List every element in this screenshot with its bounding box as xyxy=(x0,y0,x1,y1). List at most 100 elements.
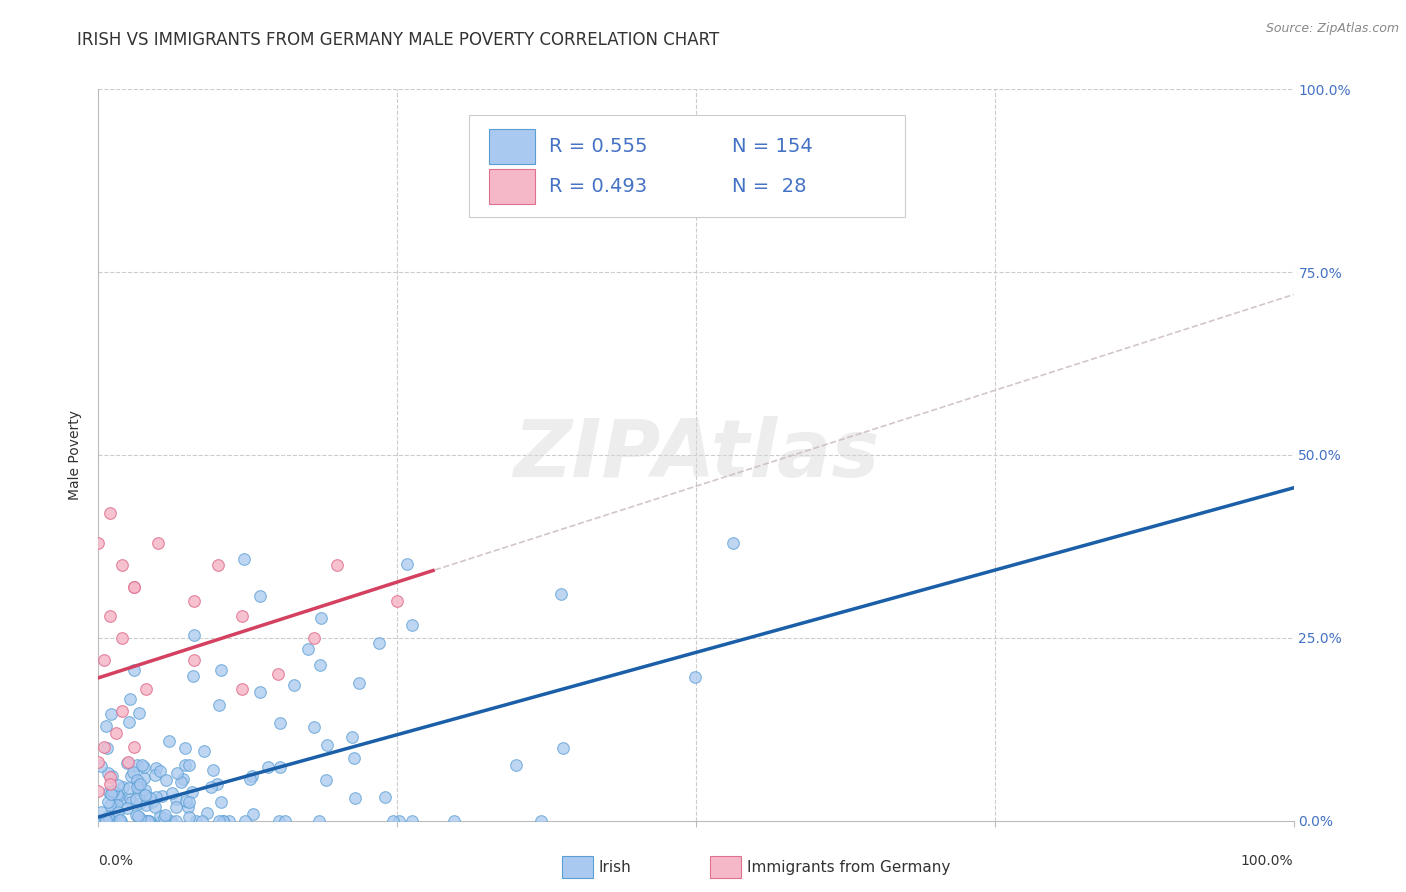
Point xyxy=(120,796,142,810)
Point xyxy=(172,772,194,786)
Point xyxy=(267,667,290,681)
Point xyxy=(149,764,172,778)
Point xyxy=(127,758,149,772)
Point xyxy=(683,669,706,683)
Point xyxy=(207,558,229,572)
Point xyxy=(401,618,423,632)
Point xyxy=(148,535,170,549)
Point xyxy=(179,795,201,809)
Point xyxy=(135,814,157,828)
Point xyxy=(100,814,122,828)
Point xyxy=(98,777,122,791)
Point xyxy=(97,814,120,828)
Point xyxy=(181,784,204,798)
Point xyxy=(134,789,156,803)
Point xyxy=(98,770,122,784)
Point xyxy=(170,775,193,789)
Point xyxy=(101,784,124,798)
Point xyxy=(149,809,172,823)
Text: Irish: Irish xyxy=(599,860,631,874)
Point xyxy=(100,787,122,801)
Point xyxy=(174,757,197,772)
Point xyxy=(90,805,112,820)
Point xyxy=(141,795,163,809)
Point xyxy=(122,663,145,677)
Point xyxy=(118,781,141,796)
Point xyxy=(100,706,122,721)
FancyBboxPatch shape xyxy=(489,169,534,204)
Point xyxy=(550,587,572,601)
Point xyxy=(111,704,134,718)
Point xyxy=(98,608,122,623)
Point xyxy=(297,642,319,657)
Point xyxy=(233,814,256,828)
Point xyxy=(101,784,124,798)
Point xyxy=(239,772,262,786)
Point xyxy=(103,801,125,815)
Point xyxy=(94,814,117,828)
Point xyxy=(111,631,134,645)
Point xyxy=(128,778,150,792)
Point xyxy=(105,788,128,802)
Point xyxy=(211,814,233,828)
Point xyxy=(396,557,419,571)
Point xyxy=(91,814,114,828)
Point xyxy=(98,507,122,521)
Point xyxy=(108,813,131,827)
Point xyxy=(174,794,197,808)
Point xyxy=(145,789,167,804)
Point xyxy=(382,814,405,828)
Point xyxy=(145,761,167,775)
Point xyxy=(267,814,290,828)
Point xyxy=(162,786,184,800)
Text: IRISH VS IMMIGRANTS FROM GERMANY MALE POVERTY CORRELATION CHART: IRISH VS IMMIGRANTS FROM GERMANY MALE PO… xyxy=(77,31,720,49)
Point xyxy=(96,741,118,756)
Point xyxy=(205,777,228,791)
Point xyxy=(97,814,120,828)
Point xyxy=(124,580,146,594)
Point xyxy=(138,814,160,828)
Point xyxy=(143,768,166,782)
Point xyxy=(93,740,115,755)
Point xyxy=(367,636,389,650)
Point xyxy=(87,755,110,769)
Point xyxy=(505,757,527,772)
Point xyxy=(202,763,225,777)
Point xyxy=(183,594,205,608)
Text: R = 0.555: R = 0.555 xyxy=(548,136,648,156)
Point xyxy=(115,756,138,770)
Point xyxy=(157,733,180,747)
Point xyxy=(174,740,197,755)
Point xyxy=(193,743,215,757)
Point xyxy=(134,783,156,797)
Point xyxy=(443,814,465,828)
Point xyxy=(343,791,366,805)
Point xyxy=(155,772,177,787)
Point xyxy=(326,558,349,572)
Point xyxy=(145,799,167,814)
Point xyxy=(93,653,115,667)
Point xyxy=(129,811,152,825)
Point xyxy=(311,611,333,625)
Point xyxy=(242,807,264,822)
Point xyxy=(105,809,128,823)
FancyBboxPatch shape xyxy=(489,128,534,164)
Point xyxy=(97,808,120,822)
Point xyxy=(200,780,222,795)
Point xyxy=(107,805,129,820)
Point xyxy=(209,663,232,677)
Point xyxy=(166,765,188,780)
Point xyxy=(128,706,150,720)
Point xyxy=(87,784,110,798)
Point xyxy=(308,814,330,828)
Point xyxy=(90,814,112,828)
Point xyxy=(181,669,204,683)
Point xyxy=(256,760,278,774)
Point xyxy=(274,814,297,828)
Point xyxy=(177,799,200,814)
Point xyxy=(309,658,332,673)
Point xyxy=(385,594,409,608)
Point xyxy=(87,535,110,549)
Point xyxy=(302,720,325,734)
Point xyxy=(340,730,363,744)
